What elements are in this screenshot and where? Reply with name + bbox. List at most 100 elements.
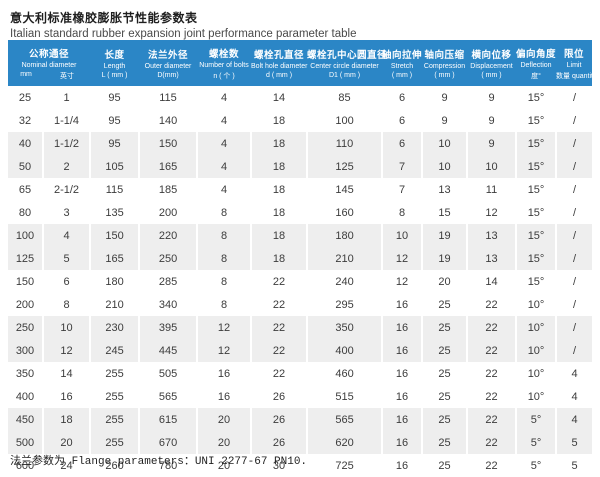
table-cell: 22 xyxy=(250,270,308,293)
page-title: 意大利标准橡胶膨胀节性能参数表 xyxy=(10,11,198,25)
table-cell: 780 xyxy=(138,454,198,477)
table-cell: 125 xyxy=(8,247,43,270)
col-outer-diameter: 法兰外径 Outer diameter D(mm) xyxy=(139,40,198,86)
table-cell: 80 xyxy=(8,201,43,224)
table-cell: 15° xyxy=(515,132,557,155)
table-cell: / xyxy=(555,293,593,316)
table-cell: 12 xyxy=(41,339,91,362)
table-cell: 10 xyxy=(421,155,468,178)
table-cell: 16 xyxy=(381,454,423,477)
table-cell: 15° xyxy=(515,270,557,293)
col-label-zh: 轴向压缩 xyxy=(424,50,465,61)
col-unit-inch: 英寸 xyxy=(60,72,75,80)
table-cell: 295 xyxy=(306,293,383,316)
table-cell: 505 xyxy=(138,362,198,385)
table-cell: 240 xyxy=(306,270,383,293)
table-cell: 135 xyxy=(89,201,140,224)
table-cell: 10° xyxy=(515,293,557,316)
table-cell: 150 xyxy=(89,224,140,247)
table-cell: 15° xyxy=(515,155,557,178)
table-cell: 9 xyxy=(421,109,468,132)
table-cell: 165 xyxy=(138,155,198,178)
table-cell: 5 xyxy=(555,454,593,477)
table-cell: 22 xyxy=(250,293,308,316)
table-cell: 210 xyxy=(89,293,140,316)
table-cell: 110 xyxy=(306,132,383,155)
table-cell: 445 xyxy=(138,339,198,362)
table-cell: 24 xyxy=(41,454,91,477)
table-body: 25 1 95 115 4 14 85 6 9 9 15°/32 1-1/4 95 140 4 18 100 6 9… xyxy=(8,86,593,477)
table-cell: 2-1/2 xyxy=(41,178,91,201)
table-cell: 5 xyxy=(41,247,91,270)
table-cell: 10° xyxy=(515,339,557,362)
table-cell: 20 xyxy=(196,454,252,477)
table-cell: 4 xyxy=(196,86,252,109)
table-cell: 5° xyxy=(515,408,557,431)
table-cell: 26 xyxy=(250,408,308,431)
table-cell: 18 xyxy=(250,201,308,224)
table-cell: 180 xyxy=(89,270,140,293)
table-cell: 255 xyxy=(89,431,140,454)
col-compression: 轴向压缩 Compression ( mm ) xyxy=(422,40,468,86)
table-cell: / xyxy=(555,247,593,270)
table-cell: / xyxy=(555,201,593,224)
table-cell: 10° xyxy=(515,316,557,339)
table-cell: 4 xyxy=(41,224,91,247)
footer-note: 法兰参数为 Flange parameters：UNI 2277-67 PN10… xyxy=(10,456,308,468)
table-cell: 10 xyxy=(466,155,517,178)
table-cell: 8 xyxy=(41,293,91,316)
table-cell: 13 xyxy=(466,224,517,247)
col-center-circle-diameter: 螺栓孔中心圆直径 Center circle diameter D1 ( mm … xyxy=(307,40,387,86)
table-cell: / xyxy=(555,270,593,293)
table-cell: 395 xyxy=(138,316,198,339)
table-cell: 32 xyxy=(8,109,43,132)
table-cell: 600 xyxy=(8,454,43,477)
table-cell: 140 xyxy=(138,109,198,132)
col-label-zh: 轴向拉伸 xyxy=(382,50,423,61)
col-label-en: Nominal diameter xyxy=(21,61,77,69)
table-cell: 15° xyxy=(515,178,557,201)
table-cell: 230 xyxy=(89,316,140,339)
table-cell: 260 xyxy=(89,454,140,477)
col-label-zh: 限位 xyxy=(564,48,585,60)
table-cell: / xyxy=(555,339,593,362)
table-cell: 20 xyxy=(421,270,468,293)
table-cell: 4 xyxy=(196,132,252,155)
table-cell: 22 xyxy=(250,316,308,339)
col-unit: L ( mm ) xyxy=(101,72,128,79)
table-cell: 4 xyxy=(196,178,252,201)
table-row: 250 10 230 395 12 22 350 16 25 22 10° / xyxy=(8,316,593,339)
page-header: 意大利标准橡胶膨胀节性能参数表 Italian standard rubber … xyxy=(0,0,600,40)
table-cell: 18 xyxy=(250,178,308,201)
table-cell: 250 xyxy=(8,316,43,339)
table-cell: 22 xyxy=(466,293,517,316)
table-cell: 25 xyxy=(421,431,468,454)
table-cell: 8 xyxy=(196,270,252,293)
table-cell: 25 xyxy=(421,408,468,431)
table-cell: 8 xyxy=(196,201,252,224)
table-cell: 185 xyxy=(138,178,198,201)
col-sub-units: mm 英寸 xyxy=(8,71,90,81)
table-cell: / xyxy=(555,155,593,178)
table-row: 200 8 210 340 8 22 295 16 25 22 10° / xyxy=(8,293,593,316)
table-cell: 1-1/2 xyxy=(41,132,91,155)
table-cell: 125 xyxy=(306,155,383,178)
table-cell: 50 xyxy=(8,155,43,178)
table-cell: 150 xyxy=(138,132,198,155)
table-cell: 6 xyxy=(381,109,423,132)
table-cell: 30 xyxy=(250,454,308,477)
table-header-row: 公称通径 Nominal diameter mm 英寸 长度 Length L … xyxy=(8,40,596,86)
table-cell: 7 xyxy=(381,178,423,201)
table-cell: 9 xyxy=(466,86,517,109)
col-label-en: Bolt hole diameter xyxy=(251,63,308,70)
table-cell: 85 xyxy=(306,86,383,109)
table-cell: 15° xyxy=(515,86,557,109)
table-cell: 65 xyxy=(8,178,43,201)
col-label-en: Center circle diameter xyxy=(310,63,379,70)
table-cell: 200 xyxy=(8,293,43,316)
table-cell: 20 xyxy=(41,431,91,454)
table-cell: 250 xyxy=(138,247,198,270)
table-cell: 40 xyxy=(8,132,43,155)
table-cell: 25 xyxy=(421,339,468,362)
